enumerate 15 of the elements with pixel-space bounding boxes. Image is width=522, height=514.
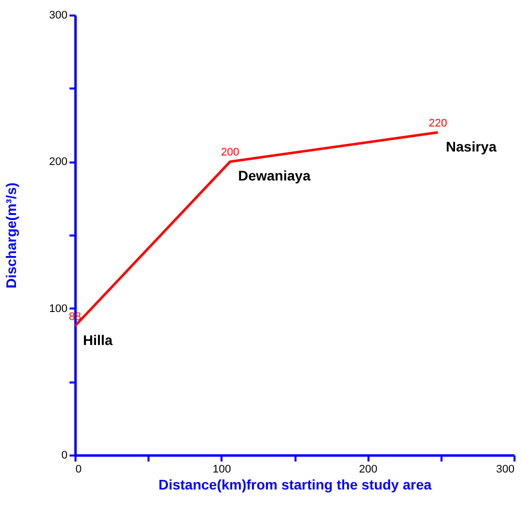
x-axis-title: Distance(km)from starting the study area [158,476,432,492]
x-tick-label: 300 [496,464,514,476]
x-tick-label: 200 [358,464,378,476]
y-tick-label: 300 [49,10,68,22]
y-tick-label: 0 [61,450,68,462]
annotation: Dewaniaya [238,168,311,184]
x-tick-label: 100 [212,464,232,476]
y-tick-label: 100 [49,302,68,315]
data-label: 200 [220,146,240,159]
data-label: 220 [428,117,448,130]
x-tick-label: 0 [76,464,82,476]
annotation: Nasirya [446,138,497,154]
y-tick-label: 200 [49,156,68,168]
y-axis-title: Discharge(m³/s) [3,182,20,288]
annotation: Hilla [83,332,113,348]
